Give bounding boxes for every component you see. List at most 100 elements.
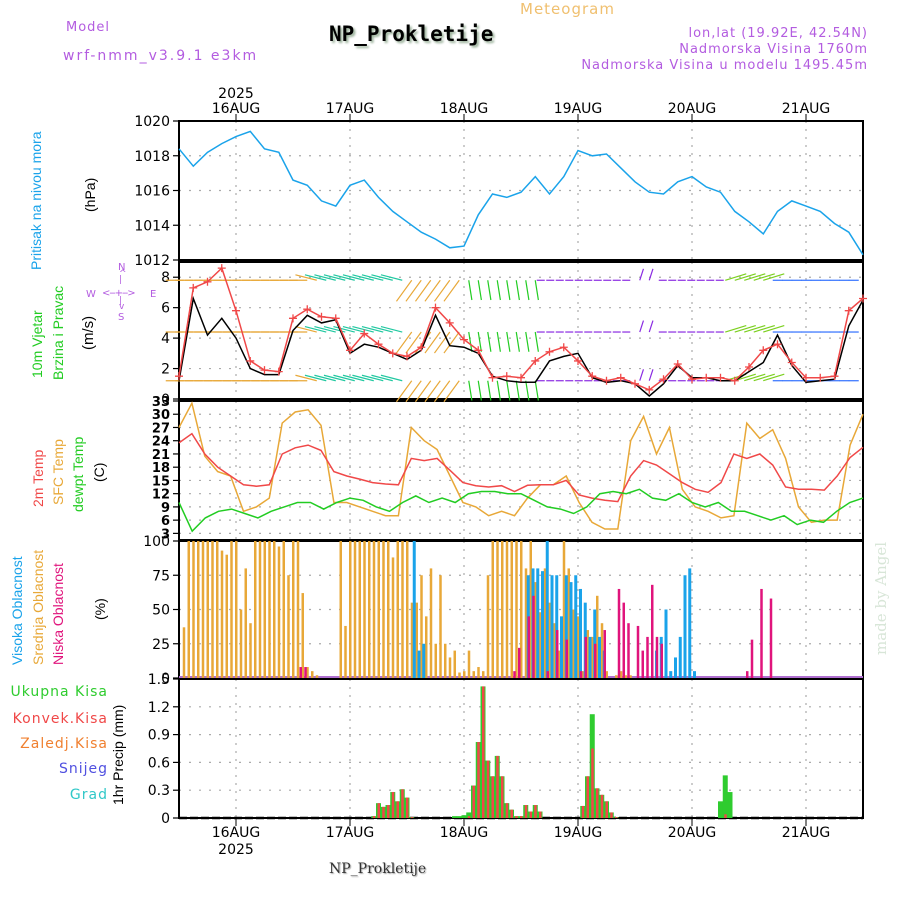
cloud-bar-high (417, 650, 421, 678)
wind-arrow (763, 324, 785, 333)
cloud-bar-low (518, 647, 521, 678)
cloud-bar-low (532, 595, 535, 678)
cloud-bar-mid (401, 541, 404, 678)
wind-gust-marker (360, 329, 369, 338)
cloud-bar-mid (477, 667, 480, 678)
temp-line-2m (178, 432, 864, 503)
wind-gust-marker (289, 314, 297, 323)
wind-arrow (734, 373, 756, 382)
wind-arrow (443, 380, 460, 403)
cloud-bar-mid (197, 541, 200, 678)
wind-arrow (515, 380, 520, 401)
cloud-bar-high (693, 671, 696, 678)
cloud-bar-high (560, 616, 563, 678)
cloud-bar-low (641, 650, 644, 678)
wind-arrow (424, 279, 441, 302)
wind-gust-marker (673, 359, 682, 368)
cloud-bar-mid (406, 541, 409, 678)
wind-arrow (725, 273, 747, 281)
cloud-bar-mid (624, 675, 627, 678)
panel-frame (178, 678, 864, 819)
wind-gust-marker (274, 367, 283, 376)
cloud-bar-mid (425, 616, 428, 678)
wind-arrow (361, 374, 384, 382)
cloud-bar-mid (553, 623, 556, 678)
precip-bar-convective (600, 794, 604, 818)
y-tick-label: 0.9 (148, 728, 170, 744)
pressure-line (178, 130, 864, 256)
wind-arrow (648, 369, 654, 381)
cloud-bar-mid (520, 541, 523, 678)
model-label: Model (66, 20, 111, 35)
y-tick-label: 1020 (134, 114, 170, 130)
cloud-bar-low (760, 588, 763, 678)
cloud-bar-mid (220, 550, 224, 678)
cloud-bar-low (750, 639, 754, 678)
cloud-bar-mid (572, 609, 575, 678)
compass-arrows: <--+--> (102, 288, 136, 299)
wind-arrow (468, 331, 473, 352)
precip-bar-convective (406, 797, 409, 818)
time-axis-label: 17AUG (326, 825, 375, 841)
wind-arrow (371, 374, 393, 382)
cloud-bar-high (555, 575, 559, 678)
wind-arrow (443, 279, 460, 302)
wind-gust-marker (787, 358, 796, 367)
y-tick-label: 9 (161, 501, 170, 516)
wind-arrow (744, 373, 766, 382)
time-axis-label: 21AUG (782, 101, 831, 117)
footer-station-title: NP_Prokletije (329, 861, 427, 877)
cloud-bar-mid (439, 575, 442, 678)
wind-gust-marker (574, 356, 582, 365)
precip-bar-convective (467, 816, 471, 818)
y-tick-label: 6 (161, 301, 170, 317)
wind-arrow (525, 331, 530, 352)
cloud-bar-mid (496, 541, 499, 678)
cloud-bar-low (584, 636, 587, 678)
wind-gust-marker (189, 283, 198, 292)
precip-bar-total (452, 816, 457, 818)
cloud-bar-mid (605, 671, 608, 678)
cloud-bar-low (627, 623, 630, 678)
cloud-bar-mid (596, 595, 599, 678)
wind-arrow (380, 274, 403, 281)
cloud-bar-mid (448, 657, 452, 678)
cloud-bar-mid (615, 675, 618, 678)
y-tick-label: 33 (152, 395, 170, 410)
cloud-bar-low (513, 671, 516, 678)
precip-bar-convective (391, 792, 395, 818)
cloud-bar-mid (244, 568, 247, 678)
cloud-bar-mid (391, 557, 395, 678)
cloud-bar-mid (600, 623, 604, 678)
wind-arrow (405, 331, 422, 354)
wind-arrow (342, 325, 365, 333)
cloud-bar-mid (292, 541, 295, 678)
wind-arrow (304, 274, 327, 281)
cloud-bar-mid (505, 541, 509, 678)
y-tick-label: 18 (152, 461, 170, 476)
precip-bar-total (718, 801, 723, 818)
wind-gust-marker (859, 294, 867, 303)
wind-arrow (468, 280, 473, 301)
precip-bar-convective (377, 803, 380, 818)
precip-bar-convective (515, 816, 518, 818)
wind-arrow (753, 324, 775, 333)
wind-arrow (414, 279, 432, 302)
precip-bar-convective (615, 817, 618, 818)
wind-arrow (648, 268, 654, 281)
wind-arrow (506, 380, 511, 401)
precip-bar-convective (605, 801, 608, 818)
precip-bar-convective (477, 742, 480, 818)
wind-arrow (433, 331, 451, 354)
precip-bar-total (461, 815, 467, 818)
cloud-bar-mid (410, 602, 414, 678)
legend-freezing-rain: Zaledj.Kisa (20, 736, 108, 752)
wind-arrow (433, 380, 451, 403)
cloud-bar-mid (339, 541, 342, 678)
page-title: NP_Prokletije (329, 22, 494, 46)
cloud-bar-low (636, 625, 640, 678)
temp-line-sfc (178, 401, 864, 530)
wind-arrow (304, 325, 327, 333)
cloud-bar-low (655, 636, 659, 678)
cloud-bar-mid (586, 630, 589, 678)
